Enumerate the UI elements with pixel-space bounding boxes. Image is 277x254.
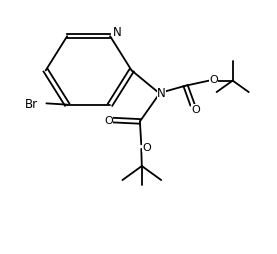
Text: O: O: [209, 75, 218, 85]
Text: N: N: [113, 26, 121, 39]
Text: O: O: [142, 142, 151, 152]
Text: N: N: [157, 86, 166, 99]
Text: O: O: [191, 105, 200, 115]
Text: Br: Br: [25, 98, 38, 110]
Text: O: O: [104, 116, 113, 126]
